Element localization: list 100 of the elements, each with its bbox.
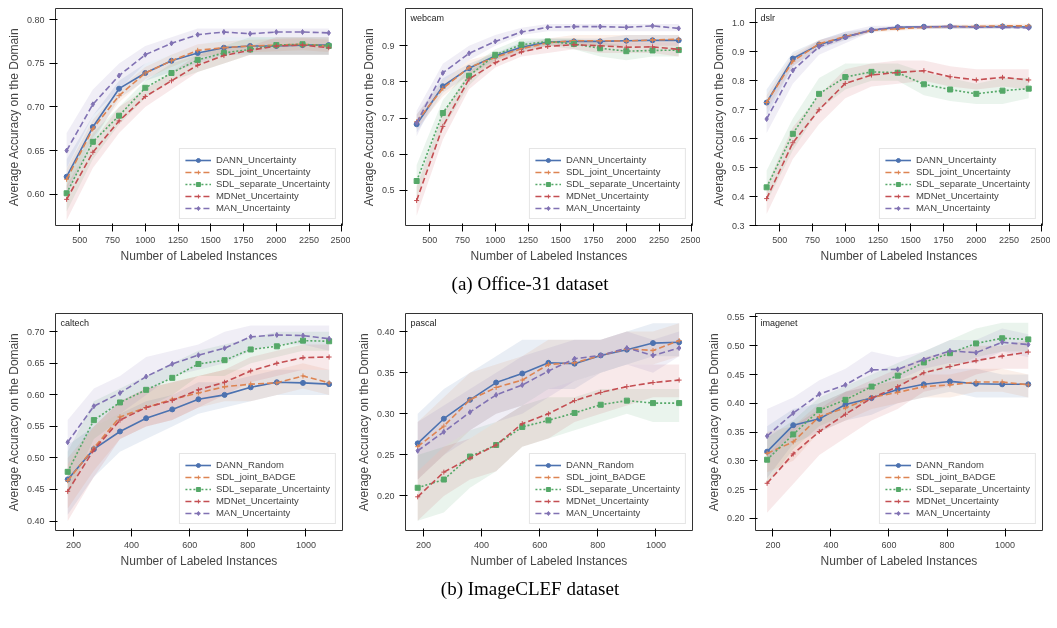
- legend-label: MDNet_Uncertainty: [915, 190, 999, 201]
- x-tick-label: 800: [590, 539, 606, 550]
- legend-label: SDL_joint_BADGE: [915, 471, 996, 482]
- x-tick-label: 2250: [999, 234, 1020, 245]
- y-tick-label: 0.20: [726, 513, 745, 524]
- x-tick-label: 500: [72, 234, 88, 245]
- legend-label: DANN_Uncertainty: [565, 154, 647, 165]
- legend-label: MDNet_Uncertainty: [215, 495, 299, 506]
- legend-label: MAN_Uncertainty: [215, 507, 291, 518]
- y-axis-title: Average Accuracy on the Domain: [6, 28, 21, 207]
- y-axis-title: Average Accuracy on the Domain: [706, 333, 721, 512]
- text: (a) Office-31 dataset: [451, 272, 609, 296]
- legend-label: MAN_Uncertainty: [215, 202, 291, 213]
- legend-label: MAN_Uncertainty: [915, 507, 991, 518]
- y-tick-label: 0.60: [26, 189, 45, 200]
- y-tick-label: 0.6: [381, 149, 395, 160]
- x-tick-label: 800: [240, 539, 256, 550]
- x-axis-title: Number of Labeled Instances: [470, 248, 628, 263]
- x-axis-title: Number of Labeled Instances: [120, 553, 278, 568]
- y-tick-label: 0.35: [726, 427, 745, 438]
- x-tick-label: 1250: [168, 234, 189, 245]
- x-tick-label: 1250: [868, 234, 889, 245]
- y-tick-label: 0.75: [26, 58, 45, 69]
- legend-label: SDL_separate_Uncertainty: [565, 178, 680, 189]
- x-tick-label: 1000: [295, 539, 316, 550]
- y-tick-label: 0.35: [376, 367, 395, 378]
- legend-label: DANN_Random: [215, 459, 285, 470]
- y-tick-label: 0.55: [726, 311, 745, 322]
- x-tick-label: 600: [881, 539, 897, 550]
- y-tick-label: 0.50: [726, 340, 745, 351]
- legend-label: SDL_joint_Uncertainty: [915, 166, 1011, 177]
- y-tick-label: 0.65: [26, 358, 45, 369]
- x-axis-title: Number of Labeled Instances: [470, 553, 628, 568]
- y-tick-label: 0.40: [376, 326, 395, 337]
- x-axis-title: Number of Labeled Instances: [820, 248, 978, 263]
- x-tick-label: 2500: [1030, 234, 1051, 245]
- x-tick-label: 1000: [995, 539, 1016, 550]
- legend-label: SDL_joint_Uncertainty: [565, 166, 661, 177]
- x-tick-label: 2250: [649, 234, 670, 245]
- text: dslr: [760, 12, 776, 23]
- y-tick-label: 0.9: [381, 40, 395, 51]
- y-tick-label: 0.55: [26, 421, 45, 432]
- legend-label: MDNet_Uncertainty: [215, 190, 299, 201]
- legend-label: SDL_joint_Uncertainty: [215, 166, 311, 177]
- y-tick-label: 0.20: [376, 490, 395, 501]
- y-tick-label: 0.50: [26, 452, 45, 463]
- x-tick-label: 400: [823, 539, 839, 550]
- legend-label: MDNet_Uncertainty: [915, 495, 999, 506]
- y-tick-label: 0.25: [726, 484, 745, 495]
- y-tick-label: 0.8: [731, 75, 745, 86]
- y-tick-label: 0.40: [726, 398, 745, 409]
- legend-label: SDL_separate_Uncertainty: [915, 483, 1030, 494]
- x-tick-label: 750: [105, 234, 121, 245]
- y-tick-label: 0.45: [726, 369, 745, 380]
- x-tick-label: 2000: [966, 234, 987, 245]
- legend-label: SDL_separate_Uncertainty: [565, 483, 680, 494]
- y-tick-label: 0.9: [731, 46, 745, 57]
- x-axis-title: Number of Labeled Instances: [820, 553, 978, 568]
- x-tick-label: 2500: [330, 234, 351, 245]
- legend-label: MAN_Uncertainty: [915, 202, 991, 213]
- y-axis-title: Average Accuracy on the Domain: [711, 28, 726, 207]
- legend-label: SDL_joint_BADGE: [215, 471, 296, 482]
- legend-label: DANN_Random: [915, 459, 985, 470]
- legend-label: MDNet_Uncertainty: [565, 495, 649, 506]
- x-tick-label: 1250: [518, 234, 539, 245]
- x-tick-label: 750: [805, 234, 821, 245]
- legend-label: SDL_separate_Uncertainty: [215, 178, 330, 189]
- legend-label: DANN_Uncertainty: [215, 154, 297, 165]
- x-tick-label: 500: [772, 234, 788, 245]
- y-tick-label: 0.7: [731, 104, 745, 115]
- legend-label: DANN_Uncertainty: [915, 154, 997, 165]
- x-tick-label: 400: [474, 539, 490, 550]
- y-tick-label: 0.80: [26, 14, 45, 25]
- y-tick-label: 0.30: [376, 408, 395, 419]
- x-tick-label: 1500: [200, 234, 221, 245]
- y-tick-label: 0.7: [381, 113, 395, 124]
- text: pascal: [410, 317, 437, 328]
- text: caltech: [60, 317, 90, 328]
- y-tick-label: 0.70: [26, 326, 45, 337]
- y-tick-label: 0.40: [26, 516, 45, 527]
- x-tick-label: 1750: [233, 234, 254, 245]
- x-tick-label: 200: [416, 539, 432, 550]
- x-tick-label: 1000: [645, 539, 666, 550]
- y-axis-title: Average Accuracy on the Domain: [356, 333, 371, 512]
- x-tick-label: 800: [939, 539, 955, 550]
- x-tick-label: 750: [455, 234, 471, 245]
- y-tick-label: 0.5: [381, 185, 395, 196]
- y-tick-label: 0.25: [376, 449, 395, 460]
- x-tick-label: 1000: [835, 234, 856, 245]
- x-tick-label: 500: [422, 234, 438, 245]
- x-tick-label: 200: [765, 539, 781, 550]
- y-tick-label: 0.8: [381, 76, 395, 87]
- y-tick-label: 0.70: [26, 101, 45, 112]
- x-tick-label: 2000: [266, 234, 287, 245]
- legend-label: MAN_Uncertainty: [565, 507, 641, 518]
- x-tick-label: 1750: [933, 234, 954, 245]
- y-tick-label: 0.30: [726, 455, 745, 466]
- legend-label: SDL_joint_BADGE: [565, 471, 646, 482]
- text: imagenet: [760, 317, 799, 328]
- y-axis-title: Average Accuracy on the Domain: [361, 28, 376, 207]
